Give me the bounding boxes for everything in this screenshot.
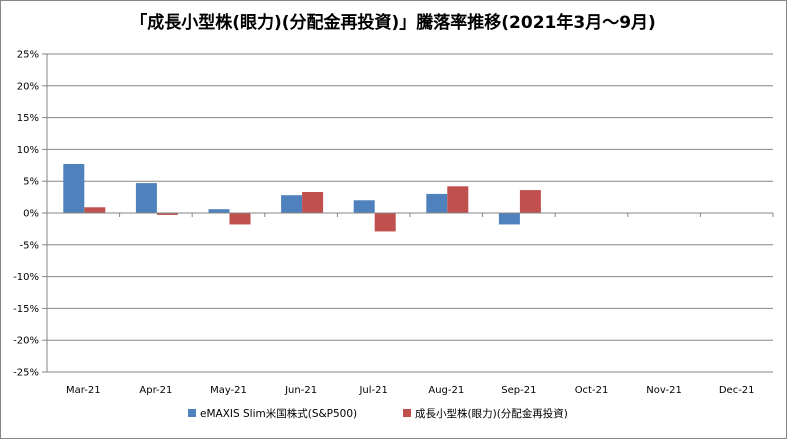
bar-series-2 xyxy=(302,192,324,213)
legend: eMAXIS Slim米国株式(S&P500) 成長小型株(眼力)(分配金再投資) xyxy=(188,407,568,420)
y-tick-label: 0% xyxy=(23,209,39,220)
x-tick-label: Jul-21 xyxy=(358,385,387,396)
y-axis-ticks: 25% 20% 15% 10% 5% 0% -5% -10% -15% -20% -25% xyxy=(13,50,39,379)
y-tick-label: -15% xyxy=(13,304,39,315)
bar-series-2 xyxy=(447,186,469,213)
chart-title: 「成長小型株(眼力)(分配金再投資)」騰落率推移(2021年3月～9月) xyxy=(130,12,656,33)
legend-swatch xyxy=(403,409,411,417)
y-tick-label: 15% xyxy=(17,113,39,124)
bar-series-1 xyxy=(353,200,375,213)
x-tick-label: Jun-21 xyxy=(284,385,317,396)
y-tick-label: -10% xyxy=(13,272,39,283)
bar-series-1 xyxy=(63,164,85,213)
bar-series-1 xyxy=(135,183,157,213)
legend-swatch xyxy=(188,409,196,417)
bars xyxy=(63,164,541,232)
bar-series-2 xyxy=(374,213,396,232)
bar-series-1 xyxy=(498,213,520,225)
y-tick-label: 10% xyxy=(17,145,39,156)
x-tick-label: Sep-21 xyxy=(501,385,536,396)
bar-series-1 xyxy=(281,195,303,213)
bar-series-2 xyxy=(84,207,106,213)
bar-series-1 xyxy=(208,209,230,213)
bar-series-2 xyxy=(156,213,178,215)
y-tick-label: -25% xyxy=(13,368,39,379)
x-axis-ticks: Mar-21 Apr-21 May-21 Jun-21 Jul-21 Aug-21 Sep-… xyxy=(66,385,755,396)
y-tick-label: 25% xyxy=(17,50,39,61)
x-tick-label: Nov-21 xyxy=(646,385,682,396)
y-tick-label: -5% xyxy=(20,240,39,251)
axes xyxy=(42,53,774,373)
legend-label: eMAXIS Slim米国株式(S&P500) xyxy=(200,407,357,420)
legend-label: 成長小型株(眼力)(分配金再投資) xyxy=(415,407,568,420)
y-tick-label: -20% xyxy=(13,336,39,347)
x-tick-label: Dec-21 xyxy=(719,385,755,396)
bar-series-2 xyxy=(519,190,541,213)
bar-series-2 xyxy=(229,213,251,225)
x-tick-label: Aug-21 xyxy=(428,385,464,396)
x-tick-label: Mar-21 xyxy=(66,385,101,396)
bar-series-1 xyxy=(426,193,448,213)
x-tick-label: Oct-21 xyxy=(575,385,609,396)
x-tick-label: Apr-21 xyxy=(139,385,172,396)
y-tick-label: 20% xyxy=(17,81,39,92)
x-tick-label: May-21 xyxy=(210,385,247,396)
y-tick-label: 5% xyxy=(23,177,39,188)
